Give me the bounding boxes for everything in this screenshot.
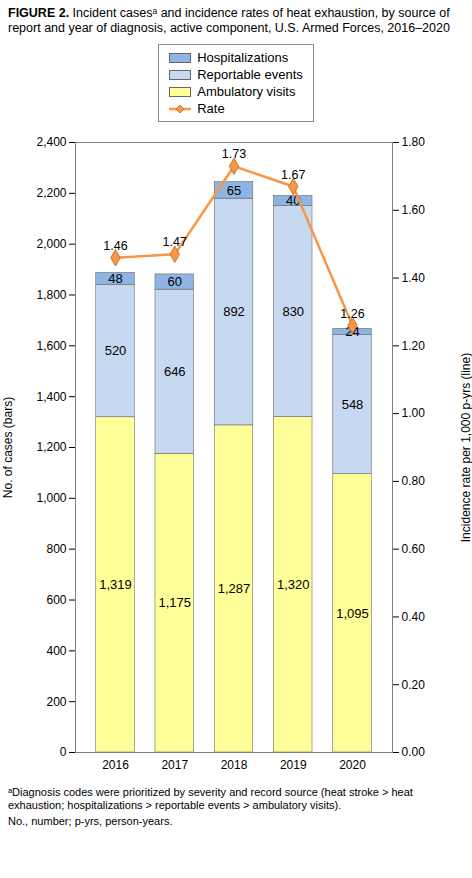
svg-text:24: 24 bbox=[345, 324, 359, 339]
svg-text:0: 0 bbox=[60, 745, 67, 759]
html-text:ᵃDiagnosis codes were prioriti: ᵃDiagnosis codes were prioritized by sev… bbox=[8, 786, 413, 811]
svg-text:1.73: 1.73 bbox=[222, 147, 246, 161]
svg-text:1,600: 1,600 bbox=[36, 339, 66, 353]
svg-text:1.00: 1.00 bbox=[402, 406, 426, 420]
svg-text:2,400: 2,400 bbox=[36, 135, 66, 149]
svg-text:0.60: 0.60 bbox=[402, 542, 426, 556]
svg-text:1,000: 1,000 bbox=[36, 491, 66, 505]
svg-text:2016: 2016 bbox=[102, 758, 129, 772]
svg-text:1,319: 1,319 bbox=[99, 577, 132, 592]
svg-text:No. of cases (bars): No. of cases (bars) bbox=[1, 397, 15, 498]
svg-text:1,200: 1,200 bbox=[36, 440, 66, 454]
html-text:Hospitalizations: Hospitalizations bbox=[197, 50, 289, 65]
svg-text:1.60: 1.60 bbox=[402, 203, 426, 217]
svg-text:0.40: 0.40 bbox=[402, 610, 426, 624]
svg-text:1.80: 1.80 bbox=[402, 135, 426, 149]
svg-text:800: 800 bbox=[46, 542, 66, 556]
html-text:No., number; p-yrs, person-yea: No., number; p-yrs, person-years. bbox=[8, 815, 173, 827]
svg-text:2019: 2019 bbox=[280, 758, 307, 772]
svg-text:520: 520 bbox=[105, 343, 127, 358]
svg-text:1,095: 1,095 bbox=[336, 606, 369, 621]
svg-text:892: 892 bbox=[223, 304, 245, 319]
svg-text:1,287: 1,287 bbox=[218, 581, 251, 596]
svg-text:1.67: 1.67 bbox=[281, 168, 305, 182]
svg-text:1.26: 1.26 bbox=[340, 307, 364, 321]
svg-text:646: 646 bbox=[164, 364, 186, 379]
svg-text:1.40: 1.40 bbox=[402, 271, 426, 285]
svg-text:548: 548 bbox=[342, 397, 364, 412]
svg-text:2017: 2017 bbox=[161, 758, 188, 772]
html-text:Rate: Rate bbox=[197, 101, 225, 116]
svg-text:1.47: 1.47 bbox=[163, 235, 187, 249]
html-text:Reportable events: Reportable events bbox=[197, 67, 303, 82]
svg-text:0.00: 0.00 bbox=[402, 745, 426, 759]
html-text:FIGURE 2. Incident casesᵃ and: FIGURE 2. Incident casesᵃ and incidence … bbox=[8, 6, 450, 35]
svg-text:2,200: 2,200 bbox=[36, 186, 66, 200]
svg-text:1.46: 1.46 bbox=[103, 239, 127, 253]
svg-text:2018: 2018 bbox=[221, 758, 248, 772]
svg-text:200: 200 bbox=[46, 695, 66, 709]
html-text:Ambulatory visits: Ambulatory visits bbox=[197, 84, 296, 99]
svg-text:0.20: 0.20 bbox=[402, 678, 426, 692]
svg-text:48: 48 bbox=[108, 271, 122, 286]
svg-text:65: 65 bbox=[227, 183, 241, 198]
svg-text:400: 400 bbox=[46, 644, 66, 658]
svg-text:600: 600 bbox=[46, 593, 66, 607]
svg-text:2,000: 2,000 bbox=[36, 237, 66, 251]
svg-text:40: 40 bbox=[286, 193, 300, 208]
svg-text:830: 830 bbox=[282, 304, 304, 319]
svg-text:Incidence rate per 1,000 p-yrs: Incidence rate per 1,000 p-yrs (line) bbox=[459, 353, 472, 542]
svg-text:1,800: 1,800 bbox=[36, 288, 66, 302]
svg-text:1,400: 1,400 bbox=[36, 390, 66, 404]
svg-text:1.20: 1.20 bbox=[402, 339, 426, 353]
svg-text:1,320: 1,320 bbox=[277, 577, 310, 592]
svg-text:0.80: 0.80 bbox=[402, 474, 426, 488]
svg-text:60: 60 bbox=[168, 274, 182, 289]
svg-text:1,175: 1,175 bbox=[158, 595, 191, 610]
svg-text:2020: 2020 bbox=[339, 758, 366, 772]
